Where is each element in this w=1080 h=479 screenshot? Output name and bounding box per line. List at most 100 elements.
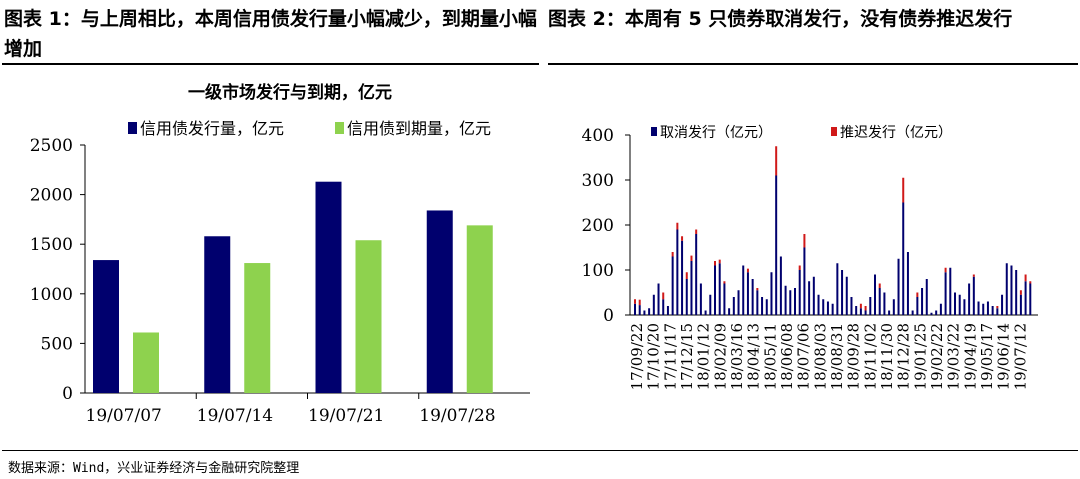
x-tick-label: 18/06/08	[778, 323, 796, 390]
x-tick-label: 19/01/25	[911, 323, 929, 390]
bar-postponed	[681, 236, 684, 241]
bar-postponed	[1029, 281, 1032, 284]
bar-postponed	[718, 259, 721, 264]
y-tick-label: 100	[582, 261, 614, 281]
bar-cancelled	[888, 310, 891, 315]
bar-postponed	[996, 306, 999, 309]
bar-postponed	[944, 267, 947, 273]
cancelled-postponed-bar-chart: 取消发行（亿元） 推迟发行（亿元）010020030040017/09/2217/…	[582, 125, 1038, 390]
bar-cancelled	[845, 276, 848, 315]
bar-cancelled	[728, 308, 731, 315]
figure-title-right: 图表 2：本周有 5 只债券取消发行，没有债券推迟发行	[548, 8, 1013, 30]
legend-swatch-1	[831, 127, 837, 136]
bar-cancelled	[883, 292, 886, 315]
x-tick-label: 19/07/21	[308, 406, 384, 426]
y-tick-label: 1500	[30, 235, 73, 255]
bar-cancelled	[954, 292, 956, 315]
legend-label-1: 信用债到期量，亿元	[347, 119, 491, 138]
bar-cancelled	[906, 252, 909, 315]
bar-issuance	[315, 181, 342, 393]
x-tick-label: 17/09/22	[628, 323, 646, 390]
legend-swatch-1	[335, 122, 344, 134]
bar-cancelled	[808, 281, 811, 315]
bar-cancelled	[859, 308, 862, 315]
bar-maturity	[133, 332, 159, 393]
x-tick-label: 19/07/07	[86, 406, 162, 426]
bar-cancelled	[695, 234, 698, 315]
bar-cancelled	[968, 283, 971, 315]
bar-cancelled	[676, 229, 679, 315]
y-tick-label: 2000	[30, 186, 73, 206]
bar-cancelled	[841, 270, 844, 315]
bar-postponed	[676, 222, 679, 230]
bar-cancelled	[718, 263, 721, 315]
bar-cancelled	[714, 265, 716, 315]
bar-cancelled	[770, 272, 773, 315]
y-tick-label: 0	[62, 384, 73, 404]
x-tick-label: 18/03/16	[728, 323, 746, 390]
x-tick-label: 19/03/22	[945, 323, 963, 390]
bar-cancelled	[874, 274, 876, 315]
x-tick-label: 18/02/09	[711, 323, 729, 390]
title-underline-left	[2, 63, 539, 65]
bar-cancelled	[775, 175, 778, 315]
bar-cancelled	[798, 270, 801, 315]
y-tick-label: 0	[603, 306, 614, 326]
bar-cancelled	[1001, 294, 1004, 315]
bar-cancelled	[784, 285, 787, 315]
bar-cancelled	[652, 294, 655, 315]
bar-cancelled	[662, 299, 665, 315]
bar-maturity	[466, 225, 493, 393]
bar-cancelled	[765, 299, 768, 315]
bar-postponed	[756, 288, 759, 291]
bar-cancelled	[794, 288, 796, 315]
bar-cancelled	[963, 299, 966, 315]
x-tick-label: 18/01/12	[695, 323, 713, 390]
bar-cancelled	[732, 297, 735, 315]
bar-postponed	[916, 292, 919, 297]
x-tick-label: 18/07/06	[795, 323, 813, 390]
bar-cancelled	[836, 263, 839, 315]
bar-maturity	[355, 240, 382, 393]
legend-label-0: 信用债发行量，亿元	[140, 119, 284, 138]
legend-swatch-0	[128, 122, 137, 134]
bar-postponed	[864, 306, 867, 311]
bar-cancelled	[648, 308, 651, 315]
bar-cancelled	[789, 290, 792, 315]
bar-cancelled	[977, 301, 980, 315]
source-note: 数据来源：Wind，兴业证券经济与金融研究院整理	[8, 461, 300, 476]
y-tick-label: 200	[582, 216, 614, 236]
bar-cancelled	[1010, 265, 1013, 315]
x-tick-label: 19/07/12	[1011, 323, 1029, 390]
bar-cancelled	[681, 240, 684, 315]
bar-issuance	[426, 210, 453, 393]
y-tick-label: 400	[582, 126, 614, 146]
bar-cancelled	[986, 301, 989, 315]
x-tick-label: 18/12/28	[895, 323, 913, 390]
bar-cancelled	[826, 301, 829, 315]
bar-issuance	[204, 236, 231, 393]
bar-cancelled	[751, 279, 754, 315]
bar-cancelled	[916, 297, 919, 315]
bar-cancelled	[634, 303, 636, 315]
bar-postponed	[1019, 290, 1022, 295]
bar-cancelled	[803, 247, 806, 315]
bar-cancelled	[822, 299, 825, 315]
bar-cancelled	[1015, 270, 1018, 315]
bar-cancelled	[643, 310, 646, 315]
bar-postponed	[1024, 274, 1027, 282]
bar-cancelled	[690, 261, 693, 315]
bar-cancelled	[723, 283, 726, 315]
bar-postponed	[662, 292, 665, 300]
bar-postponed	[634, 299, 636, 304]
x-tick-label: 19/02/22	[928, 323, 946, 390]
bar-cancelled	[864, 310, 867, 315]
x-tick-label: 18/11/30	[878, 323, 896, 390]
bar-postponed	[878, 283, 881, 288]
x-tick-label: 18/11/02	[861, 323, 879, 390]
bar-postponed	[902, 177, 905, 203]
legend-label-0: 取消发行（亿元）	[660, 125, 772, 141]
bar-cancelled	[704, 310, 707, 315]
bar-cancelled	[737, 290, 740, 315]
